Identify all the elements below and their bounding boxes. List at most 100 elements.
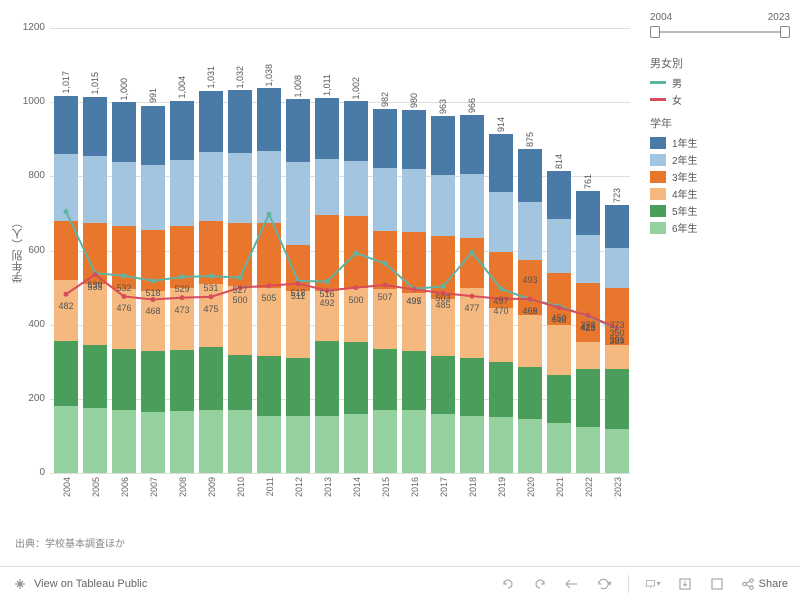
- legend-gender: 男女別 男女: [650, 55, 683, 109]
- view-on-tableau-link[interactable]: View on Tableau Public: [34, 578, 147, 590]
- fullscreen-icon[interactable]: [709, 576, 725, 592]
- bar-segment-g6: [344, 414, 368, 473]
- bar-segment-g2: [605, 248, 629, 288]
- bar-segment-g4: [605, 345, 629, 369]
- bar-segment-g5: [605, 369, 629, 428]
- bar-segment-g5: [547, 375, 571, 423]
- x-tick-label: 2023: [613, 477, 623, 497]
- bar-segment-g3: [344, 216, 368, 288]
- plot-region: 1,01720041,01520051,000200699120071,0042…: [50, 28, 630, 473]
- bar-total-label: 1,000: [119, 78, 129, 101]
- bar-segment-g5: [228, 355, 252, 410]
- legend-swatch: [650, 137, 666, 149]
- bar-segment-g5: [518, 367, 542, 419]
- slider-handle-min[interactable]: [650, 26, 660, 38]
- bar-segment-g3: [83, 223, 107, 284]
- slider-min-label: 2004: [650, 12, 672, 23]
- bar-segment-g1: [547, 171, 571, 219]
- gridline: [50, 28, 630, 29]
- bar-segment-g2: [112, 162, 136, 227]
- bar-segment-g1: [257, 88, 281, 151]
- bar-segment-g5: [257, 356, 281, 415]
- bar-segment-g3: [547, 273, 571, 325]
- legend-grade: 学年 1年生2年生3年生4年生5年生6年生: [650, 115, 698, 237]
- bar-segment-g5: [315, 341, 339, 415]
- bar-segment-g2: [286, 162, 310, 245]
- bar-segment-g6: [605, 429, 629, 474]
- legend-item[interactable]: 4年生: [650, 186, 698, 201]
- bar-segment-g2: [489, 192, 513, 252]
- revert-icon[interactable]: [564, 576, 580, 592]
- bar-segment-g2: [344, 161, 368, 217]
- bar-segment-g2: [547, 219, 571, 272]
- footer-bar: View on Tableau Public ▾ ▾ Share: [0, 566, 800, 600]
- bar-segment-g4: [228, 286, 252, 355]
- legend-item[interactable]: 3年生: [650, 169, 698, 184]
- bar-segment-g6: [83, 408, 107, 473]
- bar-segment-g4: [402, 293, 426, 350]
- slider-line: [655, 31, 785, 33]
- legend-item[interactable]: 男: [650, 75, 683, 90]
- bar-segment-g3: [315, 215, 339, 291]
- year-slider[interactable]: 2004 2023: [650, 12, 790, 39]
- legend-item[interactable]: 5年生: [650, 203, 698, 218]
- bar-segment-g4: [199, 284, 223, 347]
- bar-segment-g2: [373, 168, 397, 231]
- bar-segment-g6: [141, 412, 165, 473]
- presentation-icon[interactable]: ▾: [645, 576, 661, 592]
- x-tick-label: 2008: [178, 477, 188, 497]
- y-tick-label: 0: [15, 467, 45, 478]
- bar-segment-g3: [402, 232, 426, 293]
- x-tick-label: 2020: [526, 477, 536, 497]
- x-tick-label: 2012: [294, 477, 304, 497]
- bar-total-label: 1,031: [206, 66, 216, 89]
- x-tick-label: 2011: [265, 477, 275, 496]
- bar-segment-g3: [112, 226, 136, 289]
- share-button[interactable]: Share: [741, 577, 788, 591]
- x-tick-label: 2013: [323, 477, 333, 497]
- bar-segment-g4: [373, 289, 397, 348]
- bar-total-label: 963: [438, 99, 448, 114]
- legend-item[interactable]: 女: [650, 92, 683, 107]
- bar-segment-g1: [170, 101, 194, 160]
- bar-segment-g2: [141, 165, 165, 230]
- bar-segment-g3: [431, 236, 455, 298]
- refresh-icon[interactable]: ▾: [596, 576, 612, 592]
- slider-handle-max[interactable]: [780, 26, 790, 38]
- bar-segment-g4: [547, 325, 571, 375]
- legend-item[interactable]: 1年生: [650, 135, 698, 150]
- bar-segment-g6: [547, 423, 571, 473]
- undo-icon[interactable]: [500, 576, 516, 592]
- redo-icon[interactable]: [532, 576, 548, 592]
- bar-segment-g5: [373, 349, 397, 410]
- chart-area: 1,01720041,01520051,000200699120071,0042…: [50, 10, 630, 505]
- legend-swatch: [650, 171, 666, 183]
- bar-segment-g3: [489, 252, 513, 308]
- legend-swatch: [650, 188, 666, 200]
- bar-segment-g5: [170, 350, 194, 411]
- x-tick-label: 2015: [381, 477, 391, 497]
- slider-track[interactable]: [650, 25, 790, 39]
- bar-segment-g4: [112, 289, 136, 348]
- gridline: [50, 102, 630, 103]
- bar-segment-g6: [286, 416, 310, 473]
- y-tick-label: 1000: [15, 96, 45, 107]
- tableau-logo-icon[interactable]: [12, 576, 28, 592]
- download-icon[interactable]: [677, 576, 693, 592]
- slider-max-label: 2023: [768, 12, 790, 23]
- bar-segment-g2: [576, 235, 600, 283]
- bar-segment-g1: [518, 149, 542, 203]
- bar-segment-g2: [257, 151, 281, 223]
- gridline: [50, 176, 630, 177]
- legend-label: 3年生: [672, 169, 698, 184]
- bar-total-label: 966: [467, 98, 477, 113]
- bar-segment-g3: [54, 221, 78, 280]
- legend-swatch: [650, 98, 666, 101]
- legend-item[interactable]: 6年生: [650, 220, 698, 235]
- legend-label: 男: [672, 75, 682, 90]
- x-tick-label: 2004: [62, 477, 72, 497]
- bar-segment-g5: [286, 358, 310, 415]
- legend-item[interactable]: 2年生: [650, 152, 698, 167]
- gridline: [50, 325, 630, 326]
- bar-segment-g3: [286, 245, 310, 291]
